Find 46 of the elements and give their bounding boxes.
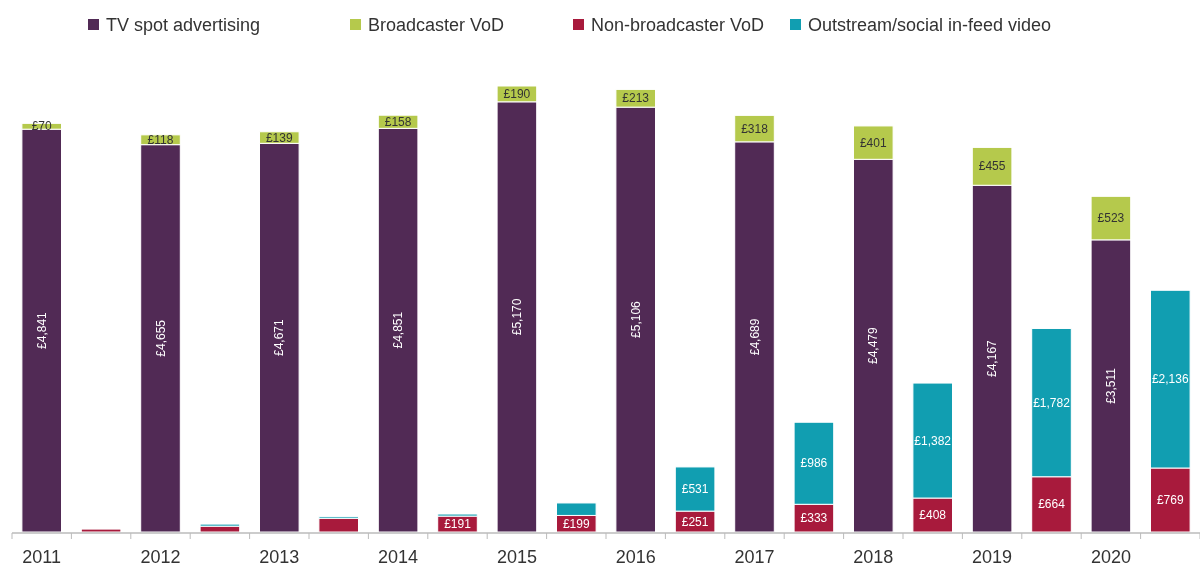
data-label: £251 [681,514,709,529]
data-label: £4,655 [153,319,168,357]
x-tick-label: 2019 [972,547,1013,567]
data-label: £401 [859,135,887,150]
data-label: £664 [1038,497,1066,512]
data-label: £4,167 [985,339,1000,377]
data-label: £139 [265,130,293,145]
x-tick-label: 2020 [1090,547,1131,567]
x-tick-label: 2012 [140,547,181,567]
data-label: £118 [147,132,174,147]
data-label: £4,851 [391,311,406,349]
data-label: £4,689 [747,318,762,356]
legend-label: Broadcaster VoD [368,15,505,35]
x-tick-label: 2013 [259,547,300,567]
data-label: £1,782 [1033,395,1071,410]
data-label: £191 [444,517,472,532]
data-label: £5,106 [628,300,643,338]
x-tick-label: 2014 [378,547,419,567]
x-tick-label: 2016 [615,547,656,567]
data-label: £986 [800,456,828,471]
data-label: £769 [1156,493,1184,508]
data-label: £4,479 [866,326,881,365]
data-label: £199 [562,516,590,531]
data-label: £5,170 [509,298,524,336]
x-tick-label: 2017 [734,547,775,567]
data-label: £318 [741,121,769,136]
data-label: £3,511 [1103,367,1118,404]
data-label: £158 [384,114,412,129]
data-label: £333 [800,511,828,526]
legend-label: Non-broadcaster VoD [591,15,765,35]
data-label: £455 [978,159,1006,174]
data-label: £408 [919,508,947,523]
data-label: £1,382 [914,433,952,448]
legend-label: TV spot advertising [106,15,261,35]
data-label: £531 [681,482,709,497]
data-label: £190 [503,86,531,101]
data-label: £4,841 [34,311,49,349]
data-label: £213 [622,91,650,106]
x-tick-label: 2011 [22,547,62,567]
data-label: £2,136 [1151,372,1189,387]
data-label: £4,671 [272,318,287,357]
bar [80,528,122,533]
legend-label: Outstream/social in-feed video [808,15,1052,35]
x-tick-label: 2018 [853,547,894,567]
data-label: £523 [1097,211,1125,226]
x-tick-label: 2015 [496,547,537,567]
